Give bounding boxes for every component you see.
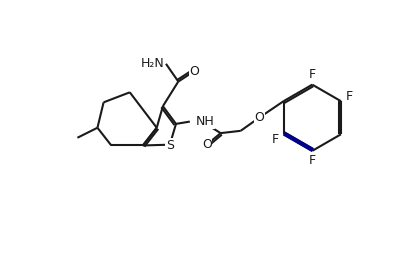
- Text: O: O: [202, 138, 211, 151]
- Text: F: F: [308, 154, 315, 167]
- Text: F: F: [271, 133, 278, 146]
- Text: O: O: [189, 65, 199, 78]
- Text: NH: NH: [195, 115, 214, 128]
- Text: S: S: [166, 139, 173, 152]
- Text: O: O: [254, 111, 263, 124]
- Text: F: F: [345, 90, 352, 103]
- Text: H₂N: H₂N: [140, 57, 164, 70]
- Text: F: F: [308, 68, 315, 81]
